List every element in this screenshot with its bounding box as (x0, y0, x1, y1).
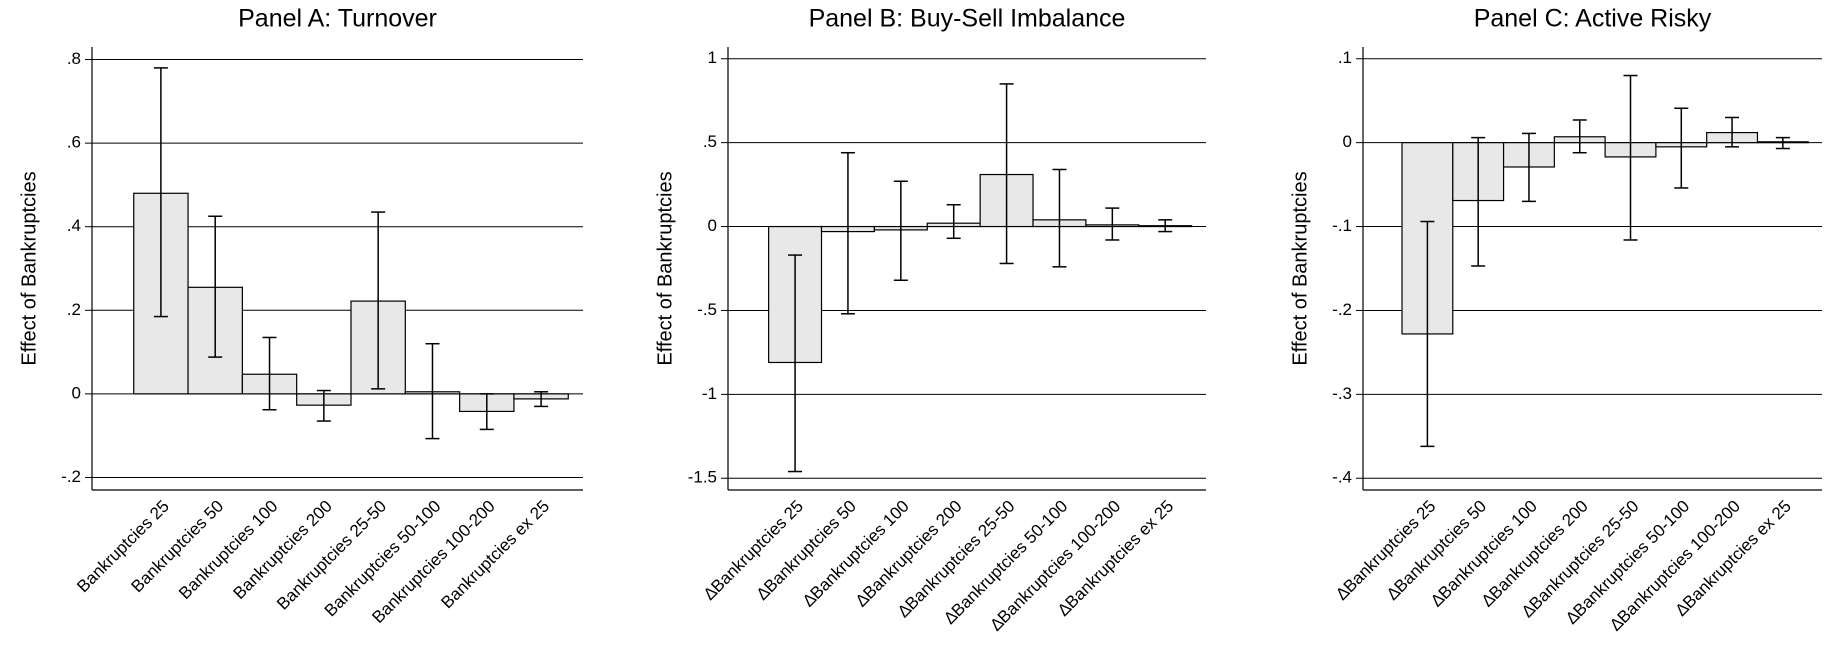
y-tick-label: -.2 (61, 467, 81, 486)
y-tick-label: -1.5 (688, 468, 717, 487)
x-tick-label: ∆Bankruptcies 25 (700, 497, 807, 604)
y-tick-label: .5 (703, 132, 717, 151)
y-tick-label: .2 (67, 300, 81, 319)
chart-title: Panel A: Turnover (238, 5, 437, 33)
y-tick-label: -.4 (1332, 468, 1352, 487)
x-tick-label: ∆Bankruptcies 50 (753, 497, 860, 604)
x-tick-label: Bankruptcies 200 (230, 497, 336, 603)
y-tick-label: 0 (72, 383, 81, 402)
y-tick-label: .1 (1338, 48, 1352, 67)
y-tick-label: .8 (67, 49, 81, 68)
y-tick-label: -.5 (697, 300, 717, 319)
x-tick-label: Bankruptcies 50 (128, 497, 228, 597)
x-tick-label: Bankruptcies ex 25 (437, 497, 553, 613)
y-tick-label: 1 (708, 48, 717, 67)
y-axis-title: Effect of Bankruptcies (18, 171, 40, 365)
y-tick-label: -1 (702, 384, 717, 403)
y-axis-title: Effect of Bankruptcies (654, 171, 676, 365)
chart-title: Panel B: Buy-Sell Imbalance (809, 5, 1126, 33)
y-tick-label: 0 (1343, 132, 1352, 151)
x-tick-label: Bankruptcies 25 (73, 497, 173, 597)
x-tick-label: Bankruptcies 100 (175, 497, 281, 603)
y-axis-title: Effect of Bankruptcies (1289, 171, 1311, 365)
y-tick-label: -.2 (1332, 300, 1352, 319)
y-tick-label: 0 (708, 216, 717, 235)
y-tick-label: -.3 (1332, 384, 1352, 403)
y-tick-label: .4 (67, 216, 81, 235)
y-tick-label: -.1 (1332, 216, 1352, 235)
y-tick-label: .6 (67, 133, 81, 152)
chart-title: Panel C: Active Risky (1474, 5, 1712, 33)
